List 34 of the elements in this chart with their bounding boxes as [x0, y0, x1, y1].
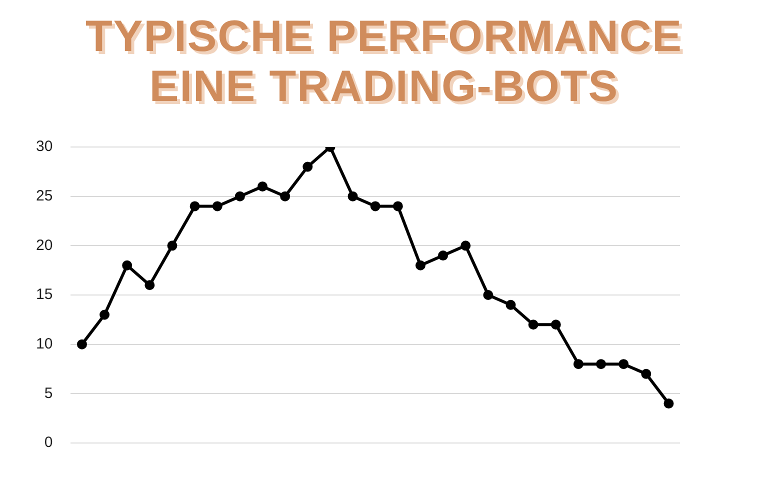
y-tick-label: 10: [36, 335, 53, 352]
point: [438, 250, 448, 261]
point: [506, 300, 516, 310]
point: [460, 240, 471, 251]
point: [100, 310, 110, 320]
y-tick-label: 15: [36, 286, 53, 304]
point: [392, 201, 403, 212]
point: [190, 201, 200, 212]
point: [234, 191, 245, 202]
point: [212, 201, 222, 212]
point: [483, 290, 494, 300]
y-tick-label: 25: [36, 187, 53, 204]
point: [528, 320, 538, 330]
point: [167, 240, 178, 251]
point: [664, 398, 674, 409]
point: [258, 181, 268, 192]
point: [370, 201, 380, 212]
y-tick-label: 5: [44, 384, 53, 402]
point: [348, 191, 358, 202]
point: [596, 359, 606, 370]
point: [550, 320, 561, 330]
chart-title: TYPISCHE PERFORMANCE EINE TRADING-BOTS: [84, 11, 684, 113]
point: [122, 260, 132, 270]
point: [415, 260, 426, 270]
y-tick-label: 0: [44, 434, 53, 452]
point: [641, 368, 652, 379]
point: [280, 191, 290, 202]
y-tick-label: 30: [36, 138, 53, 156]
y-tick-label: 20: [36, 236, 53, 254]
point: [573, 359, 584, 370]
point: [144, 280, 155, 290]
point: [618, 359, 629, 370]
point: [302, 162, 313, 172]
point: [76, 339, 87, 350]
